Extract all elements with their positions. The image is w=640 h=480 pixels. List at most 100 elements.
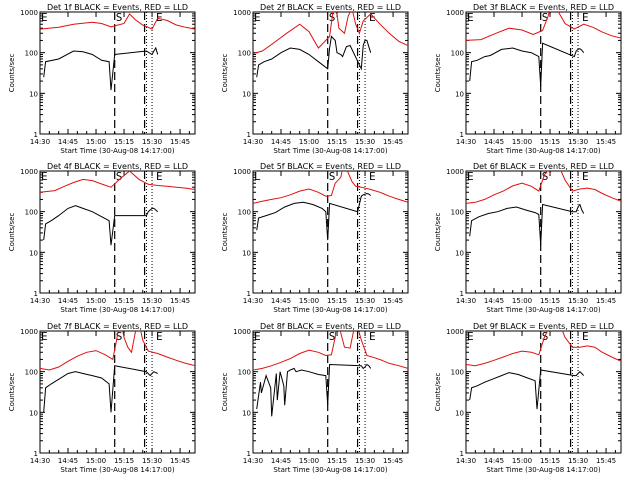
lld-series-line <box>253 331 408 371</box>
x-tick-label: 15:00 <box>512 297 532 305</box>
x-tick-label: 14:45 <box>58 457 78 465</box>
marker-label-right: E <box>156 11 163 24</box>
marker-label-right: E <box>582 11 589 24</box>
series-group <box>466 12 621 87</box>
x-tick-label: 15:45 <box>596 297 616 305</box>
lld-series-line <box>40 13 195 30</box>
x-tick-label: 15:15 <box>540 297 560 305</box>
y-tick-label: 1 <box>34 290 38 298</box>
events-series-line <box>469 203 585 246</box>
x-tick-label: 15:15 <box>327 457 347 465</box>
x-axis-label: Start Time (30-Aug-08 14:17:00) <box>60 306 174 314</box>
x-tick-label: 15:15 <box>540 457 560 465</box>
y-tick-label: 100 <box>238 369 251 377</box>
x-tick-label: 15:15 <box>114 297 134 305</box>
x-tick-label: 15:00 <box>299 138 319 146</box>
x-tick-label: 15:45 <box>170 457 190 465</box>
y-tick-label: 1000 <box>446 328 464 336</box>
y-tick-label: 10 <box>455 249 464 257</box>
marker-label-left: L <box>254 170 261 183</box>
y-tick-label: 1 <box>460 131 464 139</box>
x-tick-label: 15:45 <box>383 297 403 305</box>
x-tick-label: 15:30 <box>142 457 162 465</box>
x-tick-label: 15:00 <box>86 457 106 465</box>
y-tick-label: 100 <box>238 209 251 217</box>
x-tick-label: 15:30 <box>142 297 162 305</box>
x-tick-label: 14:30 <box>243 457 263 465</box>
events-series-line <box>256 35 372 78</box>
y-tick-label: 1 <box>34 450 38 458</box>
x-axis-label: Start Time (30-Aug-08 14:17:00) <box>273 147 387 155</box>
marker-label-left: E <box>41 330 48 343</box>
x-tick-label: 15:45 <box>383 457 403 465</box>
events-series-line <box>469 369 585 410</box>
marker-label-left: E <box>467 170 474 183</box>
y-axis-label: Counts/sec <box>434 373 442 412</box>
y-axis-label: Counts/sec <box>221 213 229 252</box>
y-tick-label: 1000 <box>446 168 464 176</box>
y-tick-label: 10 <box>29 90 38 98</box>
series-group <box>40 171 195 246</box>
y-axis-label: Counts/sec <box>221 373 229 412</box>
x-tick-label: 15:45 <box>170 138 190 146</box>
marker-label-left: E <box>467 330 474 343</box>
x-tick-label: 15:15 <box>114 138 134 146</box>
series-group <box>40 13 195 91</box>
x-tick-label: 15:45 <box>596 457 616 465</box>
y-axis-label: Counts/sec <box>8 373 16 412</box>
y-tick-label: 1000 <box>20 9 38 17</box>
plot-frame <box>252 330 409 454</box>
y-tick-label: 100 <box>25 209 38 217</box>
y-tick-label: 10 <box>29 409 38 417</box>
y-tick-label: 1000 <box>446 9 464 17</box>
x-tick-label: 14:30 <box>243 138 263 146</box>
x-tick-label: 15:15 <box>114 457 134 465</box>
x-tick-label: 15:00 <box>299 457 319 465</box>
panel-1: Det 1f BLACK = Events, RED = LLD 1 10 100 10… <box>8 3 196 155</box>
x-tick-label: 14:30 <box>243 297 263 305</box>
lld-series-line <box>40 171 195 193</box>
panel-5: Det 5f BLACK = Events, RED = LLD 1 10 100 10… <box>221 162 409 314</box>
panel-title: Det 5f BLACK = Events, RED = LLD <box>260 162 401 171</box>
marker-label-left: E <box>41 11 48 24</box>
x-tick-label: 14:30 <box>30 297 50 305</box>
x-tick-label: 14:45 <box>484 297 504 305</box>
x-tick-label: 15:15 <box>327 297 347 305</box>
panel-title: Det 8f BLACK = Events, RED = LLD <box>260 322 401 331</box>
series-group <box>40 331 195 413</box>
x-tick-label: 15:30 <box>142 138 162 146</box>
y-tick-label: 10 <box>455 90 464 98</box>
x-tick-label: 15:30 <box>355 457 375 465</box>
marker-label-S: S <box>542 11 549 24</box>
x-tick-label: 14:30 <box>456 457 476 465</box>
marker-label-right: E <box>156 170 163 183</box>
panel-title: Det 1f BLACK = Events, RED = LLD <box>47 3 188 12</box>
events-series-line <box>256 363 372 417</box>
y-axis-label: Counts/sec <box>434 213 442 252</box>
events-series-line <box>43 205 159 246</box>
panel-title: Det 2f BLACK = Events, RED = LLD <box>260 3 401 12</box>
y-tick-label: 1000 <box>20 168 38 176</box>
y-axis-label: Counts/sec <box>221 54 229 93</box>
marker-label-S: S <box>116 170 123 183</box>
x-tick-label: 15:30 <box>568 297 588 305</box>
x-tick-label: 14:45 <box>271 138 291 146</box>
marker-label-S: S <box>542 170 549 183</box>
y-tick-label: 1 <box>247 290 251 298</box>
y-tick-label: 100 <box>238 50 251 58</box>
x-tick-label: 14:45 <box>484 457 504 465</box>
lld-series-line <box>253 171 408 204</box>
lld-series-line <box>466 12 621 41</box>
lld-series-line <box>466 171 621 204</box>
plot-frame <box>39 11 196 135</box>
x-tick-label: 15:00 <box>512 457 532 465</box>
x-tick-label: 15:00 <box>86 297 106 305</box>
y-tick-label: 10 <box>242 409 251 417</box>
x-tick-label: 15:00 <box>512 138 532 146</box>
y-tick-label: 1 <box>247 131 251 139</box>
y-tick-label: 10 <box>455 409 464 417</box>
marker-label-right: E <box>369 11 376 24</box>
y-tick-label: 100 <box>25 50 38 58</box>
panel-title: Det 3f BLACK = Events, RED = LLD <box>473 3 614 12</box>
panel-2: Det 2f BLACK = Events, RED = LLD 1 10 100 10… <box>221 3 409 155</box>
